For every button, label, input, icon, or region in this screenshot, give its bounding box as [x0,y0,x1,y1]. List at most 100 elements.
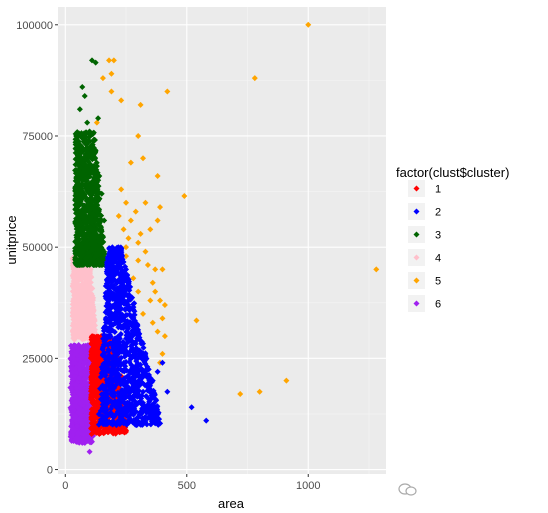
data-point-cluster-3 [101,217,108,224]
data-point-cluster-2 [113,306,120,313]
data-point-cluster-5 [106,57,113,64]
data-point-cluster-2 [112,342,119,349]
data-point-cluster-2 [130,376,137,383]
data-point-cluster-3 [81,130,88,137]
data-point-cluster-3 [93,159,100,166]
data-point-cluster-4 [70,289,77,296]
data-point-cluster-5 [132,208,139,215]
data-point-cluster-3 [81,92,88,99]
data-point-cluster-4 [81,332,88,339]
data-point-cluster-5 [135,132,142,139]
data-point-cluster-3 [75,130,82,137]
data-point-cluster-6 [79,431,86,438]
legend-label-cluster-4: 4 [435,253,441,265]
data-point-cluster-6 [72,394,79,401]
data-point-cluster-1 [88,414,95,421]
data-point-cluster-2 [117,299,124,306]
data-point-cluster-4 [81,296,88,303]
data-point-cluster-3 [92,230,99,237]
data-point-cluster-2 [121,293,128,300]
data-point-cluster-2 [105,376,112,383]
data-point-cluster-5 [135,257,142,264]
data-point-cluster-5 [118,186,125,193]
data-point-cluster-2 [106,366,113,373]
data-point-cluster-5 [130,275,137,282]
x-axis: 0 500 1000 [62,474,320,492]
data-point-cluster-3 [83,258,90,265]
data-point-cluster-6 [87,439,94,446]
data-point-cluster-5 [149,319,156,326]
data-point-cluster-2 [152,420,159,427]
data-point-cluster-2 [132,350,139,357]
data-point-cluster-2 [188,404,195,411]
data-point-cluster-2 [113,421,120,428]
data-point-cluster-3 [86,128,93,135]
data-point-cluster-5 [108,88,115,95]
data-point-cluster-5 [108,70,115,77]
data-point-cluster-2 [140,344,147,351]
data-point-cluster-3 [91,259,98,266]
data-point-cluster-5 [120,226,127,233]
data-point-cluster-5 [256,388,263,395]
y-tick-label: 0 [47,465,53,477]
data-point-cluster-1 [91,363,98,370]
data-point-cluster-2 [157,420,164,427]
data-point-cluster-2 [110,248,117,255]
data-point-cluster-6 [85,343,92,350]
data-point-cluster-4 [70,296,77,303]
data-point-cluster-5 [140,310,147,317]
data-point-cluster-3 [98,239,105,246]
data-point-cluster-5 [154,217,161,224]
data-point-cluster-1 [95,358,102,365]
data-point-cluster-2 [137,350,144,357]
data-point-cluster-3 [81,155,88,162]
data-point-cluster-1 [90,418,97,425]
data-point-cluster-2 [151,405,158,412]
data-point-cluster-5 [115,213,122,220]
data-point-cluster-5 [137,230,144,237]
data-point-cluster-1 [90,339,97,346]
data-point-cluster-2 [99,401,106,408]
data-point-cluster-2 [141,381,148,388]
data-point-cluster-2 [123,335,130,342]
data-point-cluster-1 [88,383,95,390]
data-point-cluster-3 [88,217,95,224]
data-point-cluster-6 [75,405,82,412]
data-point-cluster-1 [92,367,99,374]
data-point-cluster-3 [84,203,91,210]
data-point-cluster-3 [84,249,91,256]
data-point-cluster-2 [102,372,109,379]
data-point-cluster-2 [116,398,123,405]
data-point-cluster-2 [120,338,127,345]
data-point-cluster-2 [102,356,109,363]
data-point-cluster-5 [147,226,154,233]
data-point-cluster-3 [81,135,88,142]
data-point-cluster-2 [115,377,122,384]
data-point-cluster-2 [149,377,156,384]
data-point-cluster-2 [138,340,145,347]
data-point-cluster-1 [89,370,96,377]
data-point-cluster-6 [82,393,89,400]
data-point-cluster-6 [74,347,81,354]
data-point-cluster-3 [83,183,90,190]
y-tick-label: 75000 [22,131,53,143]
data-point-cluster-3 [73,221,80,228]
data-point-cluster-4 [79,283,86,290]
data-point-cluster-2 [103,325,110,332]
data-point-cluster-2 [119,388,126,395]
data-point-cluster-2 [114,373,121,380]
data-point-cluster-5 [137,101,144,108]
data-point-cluster-3 [73,181,80,188]
data-point-cluster-5 [147,297,154,304]
data-point-cluster-3 [76,176,83,183]
data-point-cluster-2 [139,419,146,426]
data-point-cluster-2 [123,352,130,359]
legend-label-cluster-3: 3 [435,230,441,242]
data-point-cluster-3 [76,260,83,267]
data-point-cluster-2 [164,388,171,395]
data-point-cluster-5 [142,248,149,255]
data-point-cluster-2 [109,402,116,409]
data-point-cluster-5 [251,75,258,82]
